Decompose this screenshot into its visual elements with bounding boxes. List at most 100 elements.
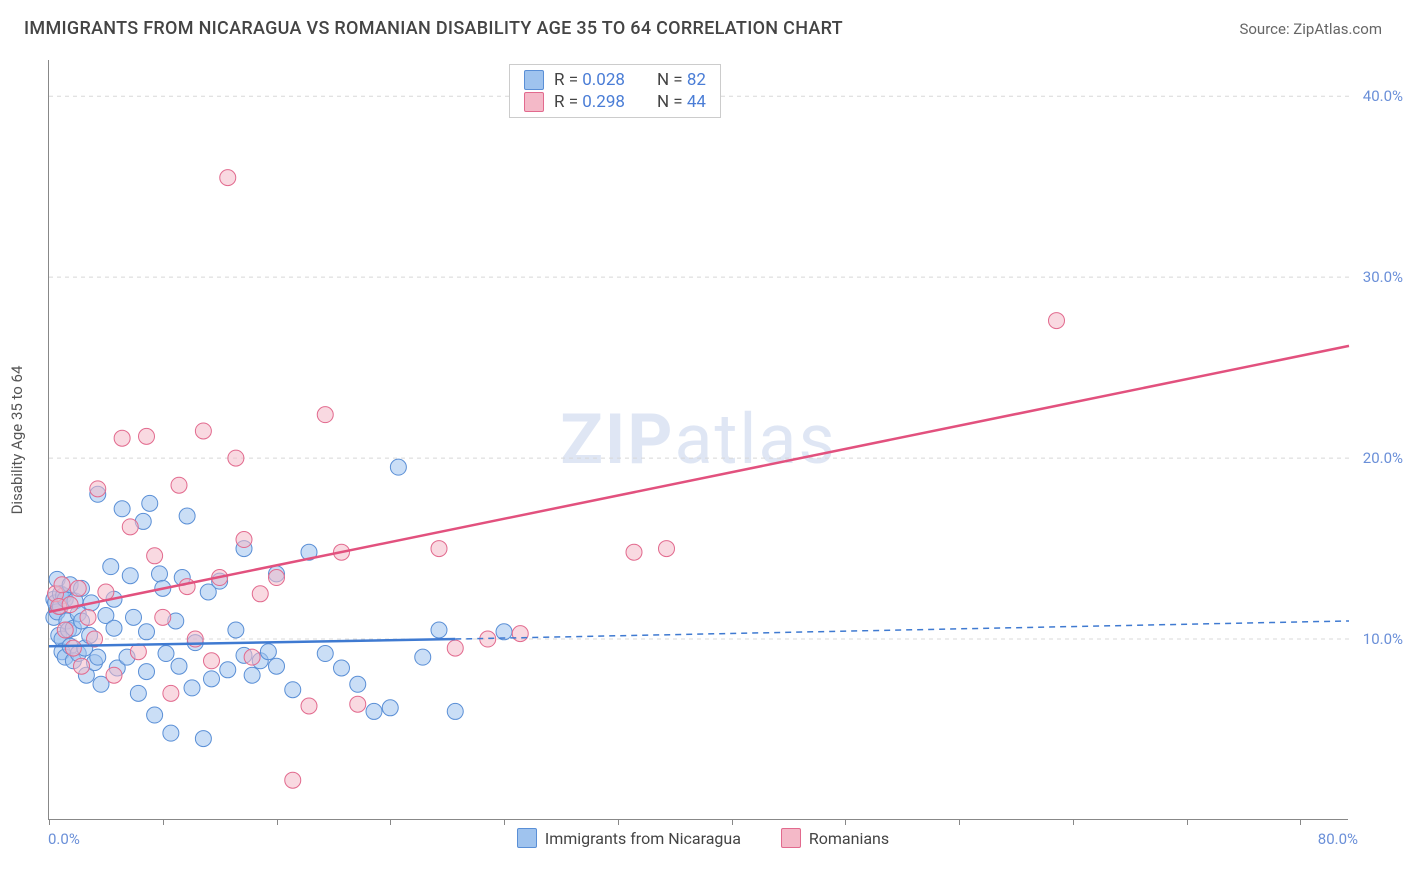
x-tick [845,819,846,825]
data-point [158,646,174,662]
data-point [252,586,268,602]
x-tick [163,819,164,825]
data-point [204,671,220,687]
data-point [130,685,146,701]
data-point [139,428,155,444]
scatter-chart [49,60,1348,819]
legend-label: Immigrants from Nicaragua [545,829,741,848]
y-tick-label: 30.0% [1363,268,1403,286]
n-label: N = 44 [657,92,706,112]
data-point [260,644,276,660]
data-point [152,566,168,582]
data-point [350,696,366,712]
data-point [147,548,163,564]
x-tick [277,819,278,825]
data-point [106,667,122,683]
data-point [228,450,244,466]
data-point [626,544,642,560]
data-point [269,570,285,586]
data-point [155,609,171,625]
x-tick [618,819,619,825]
data-point [62,597,78,613]
regression-line-extrapolated [455,621,1349,639]
data-point [317,407,333,423]
data-point [142,495,158,511]
x-tick [390,819,391,825]
data-point [220,662,236,678]
x-tick [1300,819,1301,825]
x-tick [504,819,505,825]
data-point [244,649,260,665]
y-tick-label: 40.0% [1363,87,1403,105]
series-legend: Immigrants from Nicaragua Romanians [0,828,1406,848]
y-tick-label: 20.0% [1363,449,1403,467]
data-point [269,658,285,674]
data-point [171,658,187,674]
data-point [236,532,252,548]
data-point [431,541,447,557]
chart-title: IMMIGRANTS FROM NICARAGUA VS ROMANIAN DI… [24,18,843,39]
data-point [244,667,260,683]
source-attribution: Source: ZipAtlas.com [1239,20,1382,38]
data-point [90,649,106,665]
data-point [301,698,317,714]
legend-swatch [517,828,537,848]
data-point [139,624,155,640]
data-point [512,626,528,642]
legend-swatch [524,92,544,112]
data-point [431,622,447,638]
x-tick [1073,819,1074,825]
data-point [447,640,463,656]
data-point [220,170,236,186]
regression-line [49,639,455,646]
data-point [80,609,96,625]
data-point [130,644,146,660]
data-point [415,649,431,665]
data-point [163,685,179,701]
stats-legend-row: R = 0.028 N = 82 [524,69,706,91]
data-point [1049,313,1065,329]
data-point [65,640,81,656]
data-point [54,577,70,593]
data-point [390,459,406,475]
data-point [179,508,195,524]
data-point [106,620,122,636]
data-point [122,519,138,535]
stats-legend-row: R = 0.298 N = 44 [524,91,706,113]
data-point [382,700,398,716]
x-tick [732,819,733,825]
data-point [171,477,187,493]
data-point [184,680,200,696]
data-point [114,501,130,517]
n-label: N = 82 [657,70,706,90]
data-point [57,622,73,638]
r-label: R = 0.028 [554,70,625,90]
stats-legend: R = 0.028 N = 82 R = 0.298 N = 44 [509,64,721,118]
data-point [90,481,106,497]
data-point [447,703,463,719]
data-point [317,646,333,662]
data-point [74,658,90,674]
y-axis-title: Disability Age 35 to 64 [8,366,26,515]
data-point [179,579,195,595]
data-point [70,580,86,596]
r-label: R = 0.298 [554,92,625,112]
y-tick-label: 10.0% [1363,630,1403,648]
legend-swatch [524,70,544,90]
plot-area: ZIPatlas R = 0.028N = 82R = 0.298N = 44 … [48,60,1348,820]
data-point [285,682,301,698]
data-point [659,541,675,557]
legend-item: Immigrants from Nicaragua [517,828,741,848]
data-point [126,609,142,625]
legend-item: Romanians [781,828,889,848]
legend-swatch [781,828,801,848]
data-point [98,584,114,600]
data-point [122,568,138,584]
data-point [228,622,244,638]
data-point [139,664,155,680]
data-point [103,559,119,575]
legend-label: Romanians [809,829,889,848]
data-point [366,703,382,719]
x-tick [1187,819,1188,825]
data-point [334,660,350,676]
